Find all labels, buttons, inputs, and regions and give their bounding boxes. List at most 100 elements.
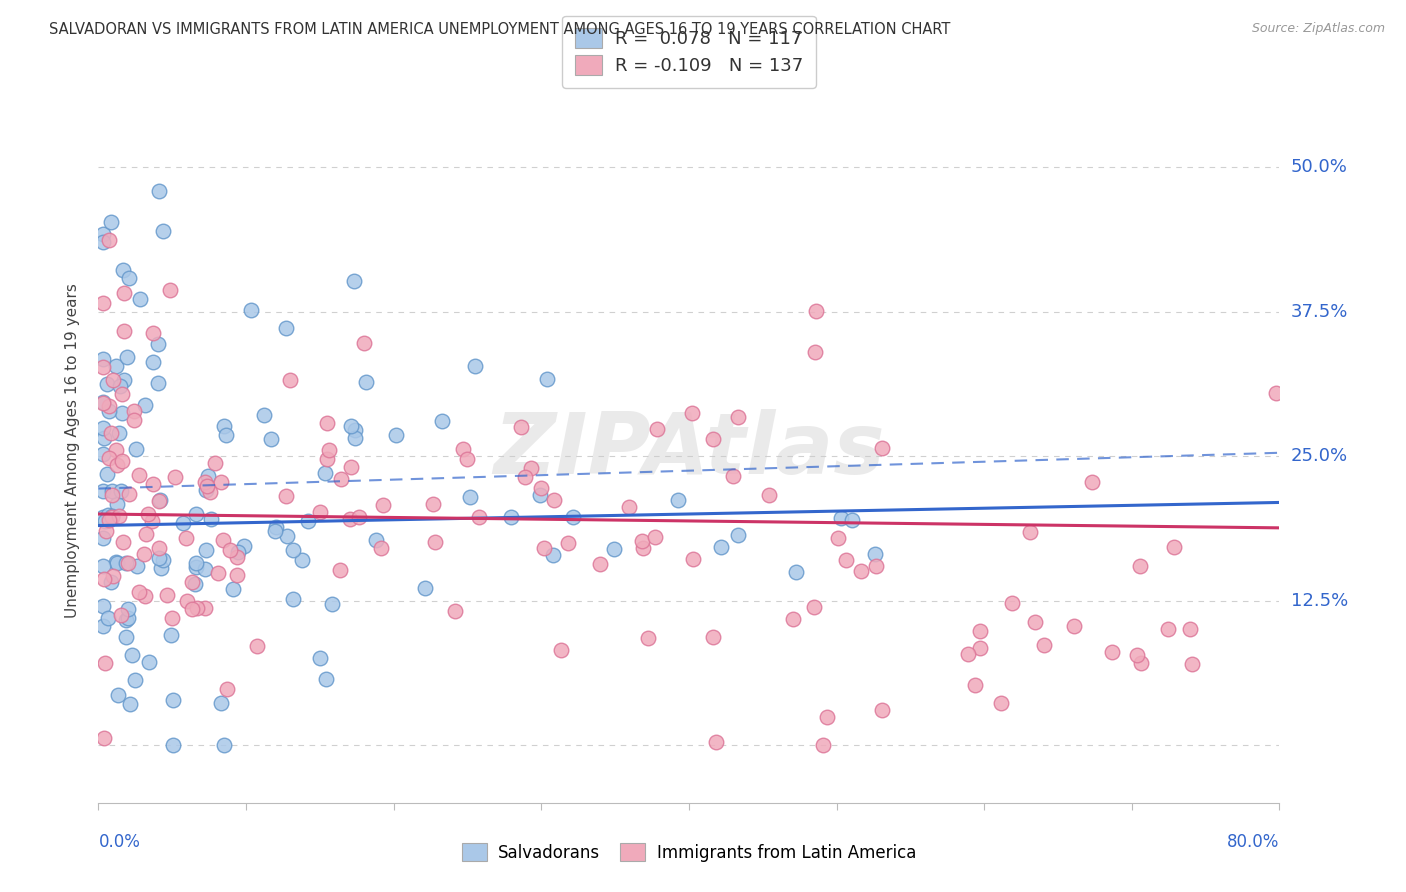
Point: [184, 560, 207, 574]
Point: [589, 558, 612, 572]
Text: 50.0%: 50.0%: [1291, 159, 1347, 177]
Point: [195, 542, 218, 557]
Point: [1063, 619, 1085, 633]
Point: [316, 452, 339, 467]
Point: [1265, 386, 1288, 401]
Point: [94, 514, 117, 528]
Point: [865, 558, 887, 573]
Point: [239, 302, 262, 317]
Point: [112, 285, 135, 300]
Point: [135, 527, 157, 541]
Point: [91, 227, 114, 241]
Point: [115, 556, 138, 570]
Point: [148, 184, 170, 198]
Point: [152, 224, 174, 238]
Point: [148, 551, 170, 566]
Point: [963, 678, 986, 692]
Point: [112, 324, 135, 338]
Point: [125, 558, 148, 573]
Point: [91, 235, 114, 249]
Legend: Salvadorans, Immigrants from Latin America: Salvadorans, Immigrants from Latin Ameri…: [456, 837, 922, 869]
Point: [969, 624, 991, 639]
Point: [432, 414, 454, 428]
Point: [101, 509, 124, 524]
Point: [91, 559, 114, 574]
Point: [111, 453, 134, 467]
Point: [96, 376, 118, 391]
Point: [110, 607, 132, 622]
Point: [97, 610, 120, 624]
Point: [118, 270, 141, 285]
Point: [1163, 541, 1185, 555]
Point: [207, 566, 229, 581]
Point: [91, 351, 114, 366]
Point: [314, 466, 336, 480]
Point: [530, 481, 553, 495]
Point: [122, 403, 145, 417]
Point: [134, 589, 156, 603]
Point: [343, 275, 366, 289]
Point: [176, 531, 198, 545]
Point: [702, 630, 724, 644]
Point: [112, 534, 135, 549]
Point: [195, 478, 218, 492]
Point: [98, 233, 121, 247]
Point: [266, 520, 288, 534]
Point: [668, 493, 690, 508]
Point: [550, 643, 572, 657]
Point: [142, 477, 165, 491]
Point: [159, 284, 181, 298]
Point: [142, 355, 165, 369]
Point: [96, 467, 118, 481]
Text: ZIPAtlas: ZIPAtlas: [494, 409, 884, 492]
Point: [647, 422, 669, 436]
Point: [246, 639, 269, 653]
Point: [443, 604, 465, 618]
Point: [204, 456, 226, 470]
Point: [291, 553, 314, 567]
Point: [782, 612, 804, 626]
Point: [644, 530, 666, 544]
Point: [152, 553, 174, 567]
Point: [1032, 638, 1054, 652]
Point: [97, 508, 120, 522]
Point: [225, 568, 247, 582]
Point: [533, 541, 555, 555]
Point: [91, 359, 114, 374]
Point: [804, 303, 827, 318]
Point: [115, 630, 138, 644]
Point: [1181, 657, 1204, 671]
Point: [184, 507, 207, 521]
Point: [91, 531, 114, 545]
Point: [100, 574, 122, 589]
Point: [91, 447, 114, 461]
Point: [101, 483, 124, 498]
Point: [105, 458, 128, 473]
Point: [198, 484, 221, 499]
Point: [117, 601, 139, 615]
Point: [520, 460, 543, 475]
Point: [373, 498, 395, 512]
Point: [870, 442, 893, 456]
Point: [682, 406, 704, 420]
Point: [105, 556, 128, 570]
Point: [141, 514, 163, 528]
Point: [811, 738, 834, 752]
Point: [111, 387, 134, 401]
Point: [200, 512, 222, 526]
Point: [274, 321, 297, 335]
Point: [329, 471, 352, 485]
Point: [93, 572, 115, 586]
Point: [1081, 475, 1104, 489]
Point: [228, 544, 250, 558]
Point: [212, 738, 235, 752]
Text: 37.5%: 37.5%: [1291, 303, 1348, 321]
Point: [149, 493, 172, 508]
Point: [704, 735, 727, 749]
Point: [1178, 623, 1201, 637]
Point: [94, 524, 117, 538]
Point: [1157, 622, 1180, 636]
Text: 0.0%: 0.0%: [98, 833, 141, 851]
Point: [162, 693, 184, 707]
Point: [529, 488, 551, 502]
